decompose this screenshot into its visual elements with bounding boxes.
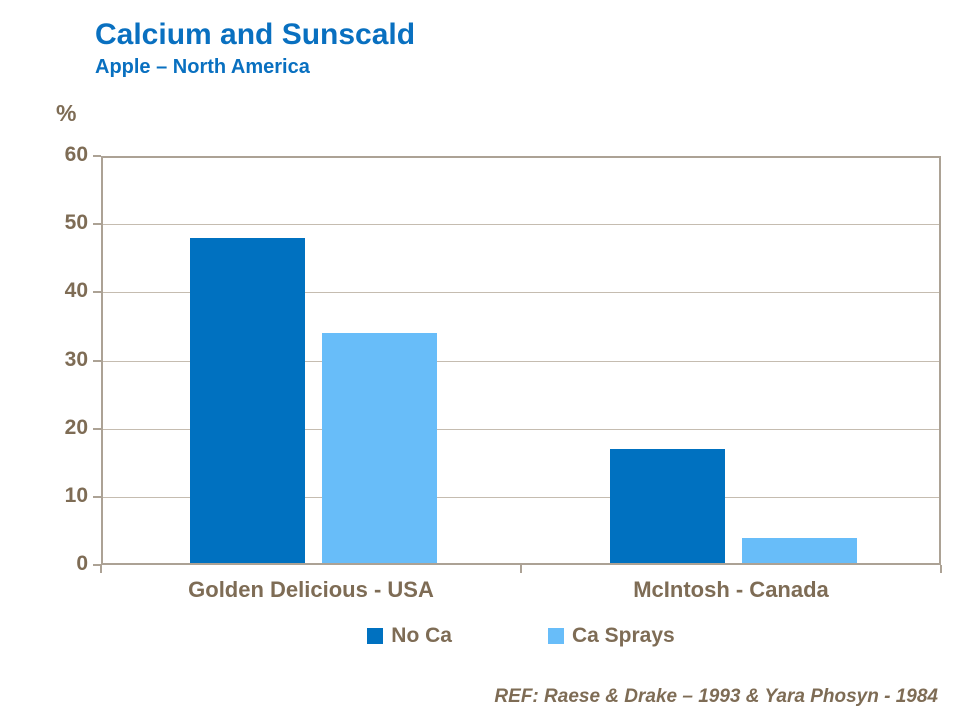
bar-ca-sprays [322,333,437,563]
chart-legend: No Ca Ca Sprays [101,624,941,648]
y-tick-label: 20 [64,415,88,439]
y-tick-label: 30 [64,347,88,371]
x-tick-mark [520,565,522,573]
chart-subtitle: Apple – North America [95,56,310,78]
bar-no-ca [610,449,725,563]
gridline [103,496,939,498]
gridline [103,428,939,430]
y-tick-label: 60 [64,143,88,166]
x-category-label: McIntosh - Canada [633,577,829,602]
x-tick-mark [940,565,942,573]
bar-no-ca [190,238,305,563]
bar-ca-sprays [742,538,857,563]
gridline [103,224,939,226]
y-tick-label: 50 [64,211,88,235]
legend-label: No Ca [391,624,452,647]
legend-item-ca-sprays: Ca Sprays [547,624,675,648]
y-tick-mark [93,359,101,362]
gridline [103,292,939,294]
legend-swatch-icon [367,628,384,644]
legend-swatch-icon [547,628,564,644]
chart-title: Calcium and Sunscald [95,18,416,51]
y-tick-label: 10 [64,483,88,507]
y-tick-mark [93,223,101,226]
y-tick-mark [93,495,101,498]
gridline [103,360,939,362]
y-tick-label: 40 [64,279,88,303]
y-tick-mark [93,564,101,566]
x-tick-mark [100,565,102,573]
y-tick-mark [93,427,101,430]
legend-item-no-ca: No Ca [367,624,452,648]
plot-area [101,156,941,565]
y-axis-unit-label: % [56,100,77,126]
x-category-label: Golden Delicious - USA [188,577,434,602]
legend-label: Ca Sprays [571,624,675,647]
y-tick-label: 0 [76,552,88,575]
reference-citation: REF: Raese & Drake – 1993 & Yara Phosyn … [494,686,938,707]
y-tick-mark [93,155,101,157]
y-tick-mark [93,291,101,294]
